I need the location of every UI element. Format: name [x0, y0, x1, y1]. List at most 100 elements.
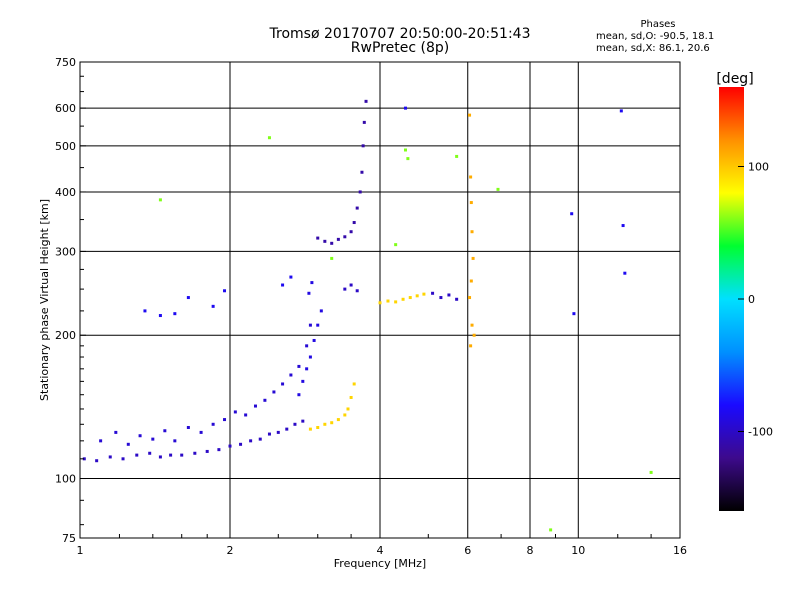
- y-tick-label: 300: [55, 245, 76, 258]
- data-point: [472, 333, 476, 337]
- data-point: [343, 413, 347, 417]
- data-point: [108, 455, 112, 459]
- data-point: [431, 291, 435, 295]
- data-point: [169, 453, 173, 457]
- data-point: [330, 421, 334, 425]
- data-point: [158, 198, 162, 202]
- data-point: [619, 109, 623, 113]
- data-point: [121, 457, 125, 461]
- data-point: [422, 292, 426, 296]
- data-point: [293, 422, 297, 426]
- data-point: [403, 106, 407, 110]
- data-point: [173, 439, 177, 443]
- y-tick-label: 200: [55, 329, 76, 342]
- chart-subtitle: RwPretec (8p): [350, 40, 450, 56]
- data-point: [249, 439, 253, 443]
- data-point: [336, 237, 340, 241]
- data-point: [163, 429, 167, 433]
- data-point: [263, 398, 267, 402]
- data-point: [649, 470, 653, 474]
- data-point: [316, 236, 320, 240]
- data-point: [336, 418, 340, 422]
- data-point: [621, 224, 625, 228]
- data-point: [316, 425, 320, 429]
- data-point: [312, 338, 316, 342]
- data-point: [355, 289, 359, 293]
- data-point: [352, 221, 356, 225]
- data-point: [228, 444, 232, 448]
- data-point: [217, 448, 221, 452]
- colorbar-label: [deg]: [716, 71, 753, 87]
- x-tick-label: 2: [227, 544, 234, 557]
- data-point: [173, 312, 177, 316]
- data-point: [343, 287, 347, 291]
- data-point: [281, 283, 285, 287]
- data-point: [330, 256, 334, 260]
- data-point: [239, 442, 243, 446]
- y-tick-label: 750: [55, 56, 76, 69]
- data-point: [223, 289, 227, 293]
- axis-ticks: 1 2 4 6 8 10 16 750 600 500 400 300 200 100 75: [55, 56, 687, 557]
- x-tick-label: 1: [77, 544, 84, 557]
- data-point: [406, 157, 410, 161]
- data-point: [549, 528, 553, 532]
- data-point: [310, 281, 314, 285]
- data-point: [285, 427, 289, 431]
- data-point: [358, 190, 362, 194]
- data-point: [272, 390, 276, 394]
- x-tick-label: 8: [527, 544, 534, 557]
- data-point: [468, 113, 472, 117]
- data-points: [82, 99, 653, 532]
- y-tick-label: 400: [55, 186, 76, 199]
- data-point: [572, 312, 576, 316]
- data-point: [470, 230, 474, 234]
- data-point: [297, 364, 301, 368]
- data-point: [378, 301, 382, 305]
- data-point: [193, 451, 197, 455]
- data-point: [470, 323, 474, 327]
- data-point: [471, 256, 475, 260]
- data-point: [180, 453, 184, 457]
- data-point: [233, 410, 237, 414]
- data-point: [297, 393, 301, 397]
- data-point: [223, 418, 227, 422]
- data-point: [289, 275, 293, 279]
- data-point: [258, 437, 262, 441]
- data-point: [415, 294, 419, 298]
- data-point: [469, 279, 473, 283]
- x-tick-label: 10: [571, 544, 585, 557]
- data-point: [301, 419, 305, 423]
- data-point: [447, 293, 451, 297]
- data-point: [323, 422, 327, 426]
- y-tick-label: 500: [55, 140, 76, 153]
- data-point: [308, 323, 312, 327]
- data-point: [394, 243, 398, 247]
- data-point: [352, 382, 356, 386]
- data-point: [496, 187, 500, 191]
- data-point: [386, 299, 390, 303]
- y-tick-label: 75: [62, 532, 76, 545]
- x-tick-label: 6: [464, 544, 471, 557]
- data-point: [186, 425, 190, 429]
- data-point: [469, 201, 473, 205]
- data-point: [360, 170, 364, 174]
- data-point: [138, 434, 142, 438]
- y-tick-label: 600: [55, 102, 76, 115]
- x-tick-label: 16: [673, 544, 687, 557]
- data-point: [186, 296, 190, 300]
- data-point: [305, 344, 309, 348]
- data-point: [143, 309, 147, 313]
- data-point: [205, 449, 209, 453]
- data-point: [307, 291, 311, 295]
- data-point: [316, 323, 320, 327]
- chart-title: Tromsø 20170707 20:50:00-20:51:43: [269, 26, 531, 42]
- data-point: [455, 154, 459, 158]
- data-point: [211, 422, 215, 426]
- data-point: [253, 404, 257, 408]
- data-point: [349, 395, 353, 399]
- data-point: [362, 120, 366, 124]
- data-point: [308, 427, 312, 431]
- data-point: [469, 344, 473, 348]
- data-point: [99, 439, 103, 443]
